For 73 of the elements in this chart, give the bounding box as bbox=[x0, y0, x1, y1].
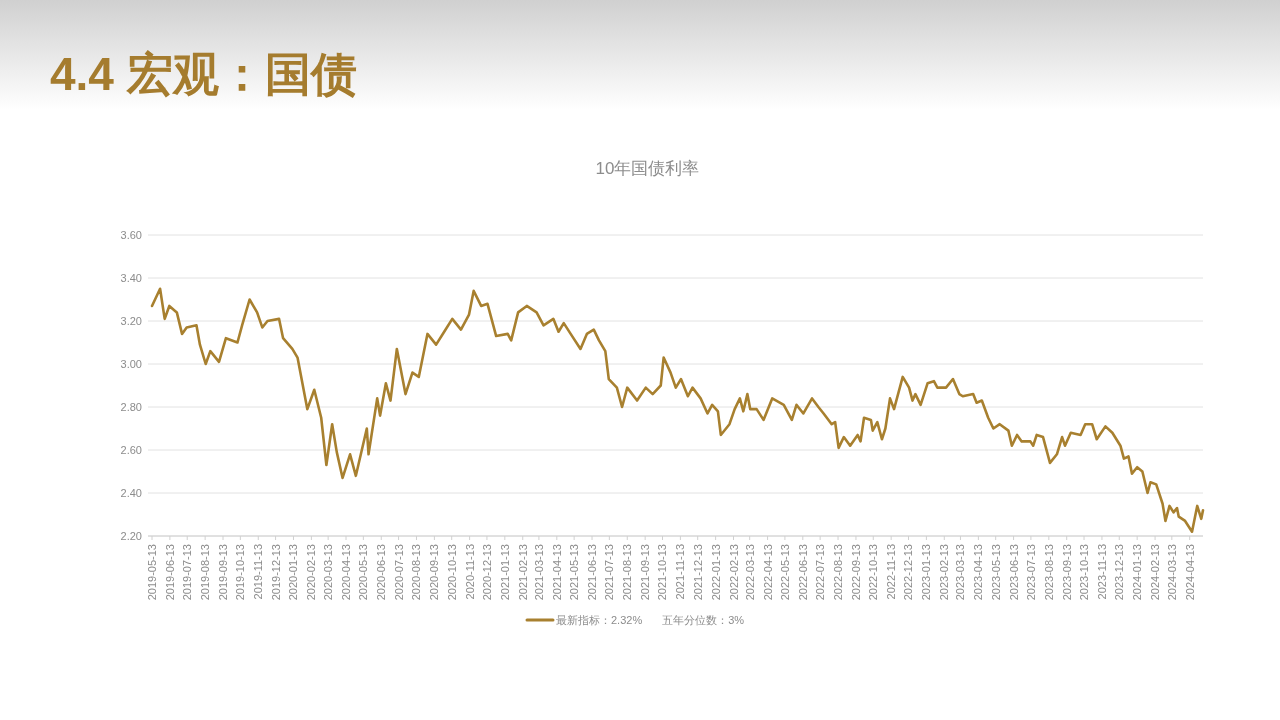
x-tick-label: 2022-08-13 bbox=[832, 544, 845, 601]
x-tick-label: 2020-12-13 bbox=[480, 544, 493, 601]
x-tick-label: 2020-11-13 bbox=[463, 544, 476, 600]
x-tick-label: 2019-11-13 bbox=[252, 544, 265, 600]
x-tick-label: 2020-07-13 bbox=[392, 544, 405, 601]
x-tick-label: 2020-06-13 bbox=[375, 544, 388, 601]
text: 五年分位数：3% bbox=[662, 614, 745, 626]
x-tick-label: 2019-05-13 bbox=[146, 544, 158, 601]
x-tick-label: 2023-09-13 bbox=[1060, 544, 1073, 601]
x-tick-label: 2021-05-13 bbox=[568, 544, 581, 601]
line-series bbox=[150, 287, 1205, 533]
x-tick-label: 2023-04-13 bbox=[972, 544, 985, 601]
x-tick-label: 2023-07-13 bbox=[1024, 544, 1037, 601]
x-tick-label: 2022-11-13 bbox=[885, 544, 898, 600]
x-tick-label: 2023-08-13 bbox=[1042, 544, 1055, 601]
x-tick-label: 2019-09-13 bbox=[217, 544, 230, 601]
x-tick-label: 2019-08-13 bbox=[199, 544, 212, 601]
x-tick-label: 2020-09-13 bbox=[428, 544, 441, 601]
y-tick-label: 2.60 bbox=[120, 444, 142, 456]
x-tick-label: 2022-09-13 bbox=[849, 544, 862, 601]
y-tick-label: 2.40 bbox=[120, 487, 142, 499]
x-tick-label: 2021-09-13 bbox=[639, 544, 652, 601]
x-tick-label: 2021-11-13 bbox=[674, 544, 687, 600]
x-tick-label: 2024-02-13 bbox=[1149, 544, 1162, 601]
chart-title: 4.4 宏观：国债 bbox=[50, 48, 357, 100]
legend-label: 最新指标：2.32% bbox=[556, 614, 643, 626]
x-tick-label: 2022-04-13 bbox=[761, 544, 774, 601]
x-tick-label: 2024-01-13 bbox=[1131, 544, 1144, 601]
x-tick-label: 2023-01-13 bbox=[920, 544, 933, 601]
x-tick-label: 2019-06-13 bbox=[163, 544, 176, 601]
x-tick-label: 2020-01-13 bbox=[287, 544, 300, 601]
x-tick-label: 2020-08-13 bbox=[410, 544, 423, 601]
x-tick-label: 2021-10-13 bbox=[656, 544, 669, 601]
x-tick-label: 2021-07-13 bbox=[603, 544, 616, 601]
y-tick-label: 2.80 bbox=[120, 401, 142, 413]
x-tick-label: 2021-01-13 bbox=[498, 544, 511, 601]
x-tick-label: 2022-07-13 bbox=[814, 544, 827, 601]
x-tick-label: 2024-04-13 bbox=[1183, 544, 1196, 601]
x-tick-label: 2021-12-13 bbox=[691, 544, 704, 601]
y-tick-label: 3.40 bbox=[120, 272, 142, 284]
y-tick-label: 2.20 bbox=[120, 530, 142, 542]
x-tick-label: 2020-03-13 bbox=[322, 544, 335, 601]
x-tick-label: 2022-10-13 bbox=[867, 544, 880, 601]
y-tick-label: 3.20 bbox=[120, 315, 142, 327]
y-tick-label: 3.00 bbox=[120, 358, 142, 370]
x-tick-label: 2019-12-13 bbox=[269, 544, 282, 601]
x-tick-label: 2023-06-13 bbox=[1007, 544, 1020, 601]
x-tick-label: 2022-02-13 bbox=[727, 544, 740, 601]
x-tick-label: 2022-03-13 bbox=[743, 544, 756, 601]
x-tick-label: 2023-10-13 bbox=[1078, 544, 1091, 601]
x-tick-label: 2020-10-13 bbox=[445, 544, 458, 601]
x-tick-label: 2022-01-13 bbox=[709, 544, 722, 601]
x-tick-label: 2023-03-13 bbox=[954, 544, 967, 601]
x-tick-label: 2022-05-13 bbox=[778, 544, 791, 601]
x-tick-label: 2020-02-13 bbox=[305, 544, 318, 601]
x-tick-label: 2019-10-13 bbox=[234, 544, 247, 601]
x-tick-label: 2020-05-13 bbox=[357, 544, 370, 601]
x-tick-label: 2020-04-13 bbox=[340, 544, 353, 601]
x-tick-label: 2019-07-13 bbox=[181, 544, 194, 601]
y-tick-label: 3.60 bbox=[120, 229, 142, 241]
x-tick-label: 2021-08-13 bbox=[621, 544, 634, 601]
x-tick-label: 2021-03-13 bbox=[532, 544, 545, 601]
x-tick-label: 2021-04-13 bbox=[550, 544, 563, 601]
x-tick-label: 2021-02-13 bbox=[516, 544, 529, 601]
x-tick-label: 2022-12-13 bbox=[902, 544, 915, 601]
chart-subtitle: 10年国债利率 bbox=[595, 159, 700, 178]
x-tick-label: 2023-11-13 bbox=[1095, 544, 1108, 600]
x-tick-label: 2023-12-13 bbox=[1113, 544, 1126, 601]
x-tick-label: 2024-03-13 bbox=[1165, 544, 1178, 601]
x-tick-label: 2023-05-13 bbox=[989, 544, 1002, 601]
x-tick-label: 2023-02-13 bbox=[938, 544, 951, 601]
x-tick-label: 2022-06-13 bbox=[796, 544, 809, 601]
x-tick-label: 2021-06-13 bbox=[586, 544, 599, 601]
